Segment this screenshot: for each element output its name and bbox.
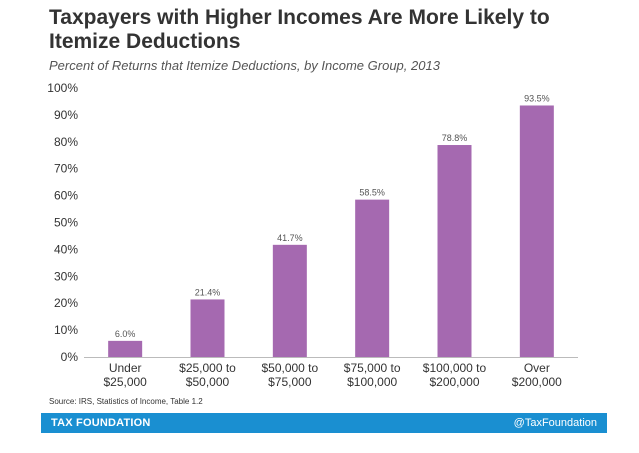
bars: 6.0% 21.4% 41.7% 58.5% 78.8% 93.5% <box>108 93 554 357</box>
y-tick-label: 100% <box>47 81 78 95</box>
data-label: 78.8% <box>442 133 468 143</box>
bar <box>190 299 225 357</box>
data-label: 41.7% <box>277 233 303 243</box>
y-tick-label: 80% <box>54 135 78 149</box>
bar <box>519 105 554 357</box>
data-label: 58.5% <box>359 188 385 198</box>
x-tick-label: Over $200,000 <box>512 361 562 389</box>
data-label: 21.4% <box>195 287 221 297</box>
y-tick-label: 50% <box>54 216 78 230</box>
bar <box>108 340 143 357</box>
y-tick-label: 60% <box>54 189 78 203</box>
chart-subtitle: Percent of Returns that Itemize Deductio… <box>49 58 440 73</box>
y-tick-label: 0% <box>61 350 79 364</box>
bar-chart: 0% 10% 20% 30% 40% 50% 60% 70% 80% 90% 100% 6.0% 21… <box>47 81 578 389</box>
footer-brand: TAX FOUNDATION <box>51 417 151 429</box>
y-tick-label: 70% <box>54 162 78 176</box>
x-tick-label: $25,000 to $50,000 <box>179 361 236 389</box>
bar <box>437 145 472 357</box>
y-axis: 0% 10% 20% 30% 40% 50% 60% 70% 80% 90% 100% <box>47 81 78 364</box>
y-tick-label: 20% <box>54 296 78 310</box>
x-axis: Under $25,000 $25,000 to $50,000 $50,000 to $… <box>84 357 578 389</box>
x-tick-label: $50,000 to $75,000 <box>261 361 318 389</box>
y-tick-label: 30% <box>54 269 78 283</box>
bar <box>355 199 390 357</box>
x-tick-label: $75,000 to $100,000 <box>344 361 401 389</box>
x-tick-label: $100,000 to $200,000 <box>423 361 487 389</box>
x-tick-label: Under $25,000 <box>103 361 147 389</box>
data-label: 93.5% <box>524 93 550 103</box>
y-tick-label: 40% <box>54 242 78 256</box>
source-note: Source: IRS, Statistics of Income, Table… <box>49 397 203 406</box>
data-label: 6.0% <box>115 329 136 339</box>
y-tick-label: 90% <box>54 108 78 122</box>
bar <box>272 244 307 357</box>
chart-title: Taxpayers with Higher Incomes Are More L… <box>49 6 550 53</box>
y-tick-label: 10% <box>54 323 78 337</box>
footer-bar: TAX FOUNDATION @TaxFoundation <box>41 413 607 433</box>
footer-handle: @TaxFoundation <box>513 417 597 429</box>
